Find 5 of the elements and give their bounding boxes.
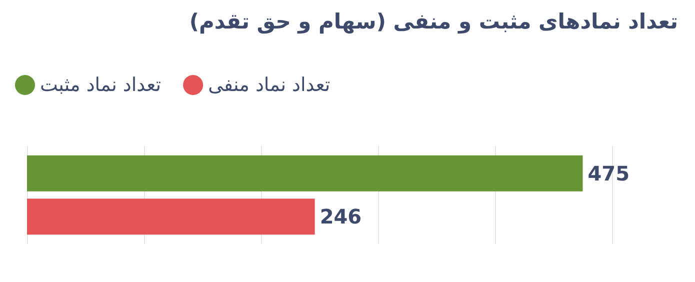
data-label: 475 (588, 161, 630, 186)
legend-label: تعداد نماد مثبت (40, 74, 162, 96)
data-label: 246 (320, 204, 362, 229)
legend-label: تعداد نماد منفی (208, 74, 330, 96)
chart-title: تعداد نمادهای مثبت و منفی (سهام و حق تقدم) (189, 10, 678, 34)
